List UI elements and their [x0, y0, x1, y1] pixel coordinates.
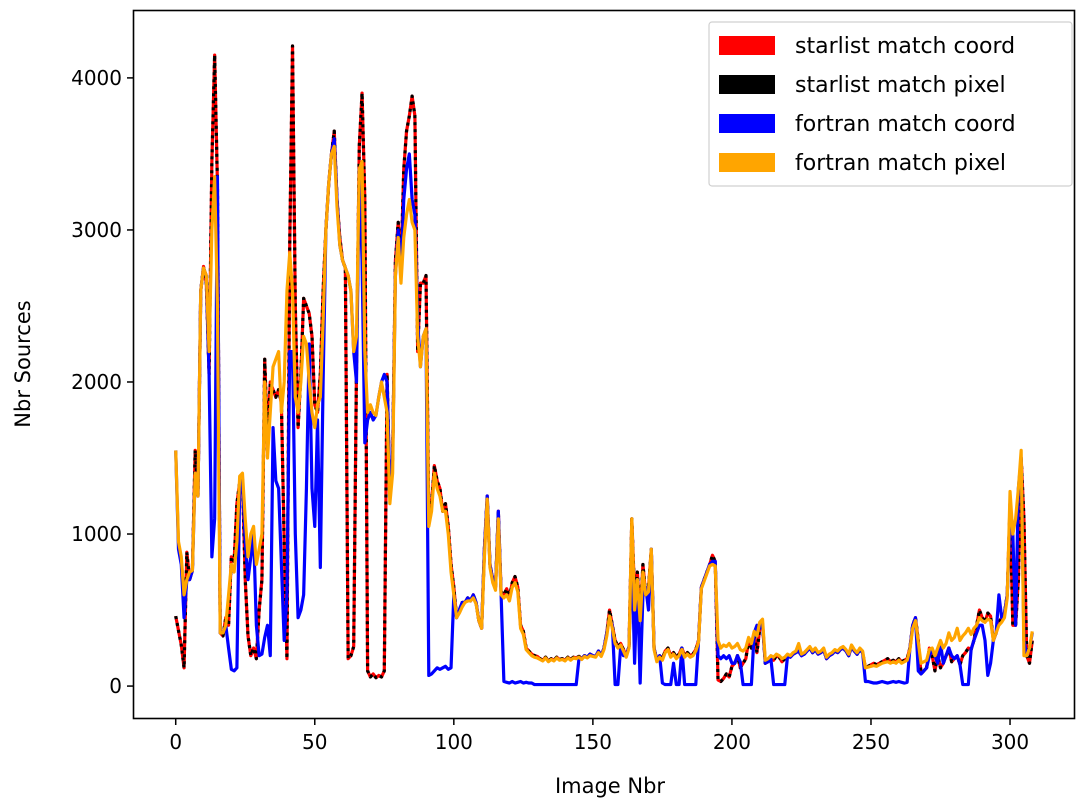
- y-axis-title: Nbr Sources: [11, 300, 35, 427]
- y-tick-label: 3000: [71, 218, 122, 242]
- y-axis: 0 1000 2000 3000 4000: [71, 66, 134, 698]
- legend: starlist match coord starlist match pixel…: [708, 21, 1073, 187]
- legend-label: fortran match coord: [795, 112, 1016, 137]
- series-line-fortran-match-pixel: [174, 144, 1034, 670]
- x-axis: 0 50 100 150 200 250 300: [169, 718, 1029, 754]
- legend-swatch: [719, 114, 775, 133]
- x-tick-label: 0: [169, 730, 182, 754]
- legend-label: starlist match coord: [795, 34, 1015, 59]
- plot-frame: [132, 9, 1076, 720]
- legend-swatch: [719, 75, 775, 94]
- x-tick-label: 300: [991, 730, 1029, 754]
- y-tick-label: 4000: [71, 66, 122, 90]
- x-axis-title: Image Nbr: [555, 774, 665, 798]
- series-layer: [174, 44, 1034, 687]
- x-tick-label: 50: [302, 730, 327, 754]
- legend-label: starlist match pixel: [795, 73, 1006, 98]
- legend-box: [708, 21, 1073, 187]
- x-tick-label: 200: [713, 730, 751, 754]
- legend-swatch: [719, 36, 775, 55]
- x-tick-label: 250: [852, 730, 890, 754]
- y-tick-label: 2000: [71, 370, 122, 394]
- x-tick-label: 100: [435, 730, 473, 754]
- x-tick-label: 150: [574, 730, 612, 754]
- y-tick-label: 0: [109, 674, 122, 698]
- y-tick-label: 1000: [71, 522, 122, 546]
- legend-swatch: [719, 153, 775, 172]
- legend-label: fortran match pixel: [795, 151, 1006, 176]
